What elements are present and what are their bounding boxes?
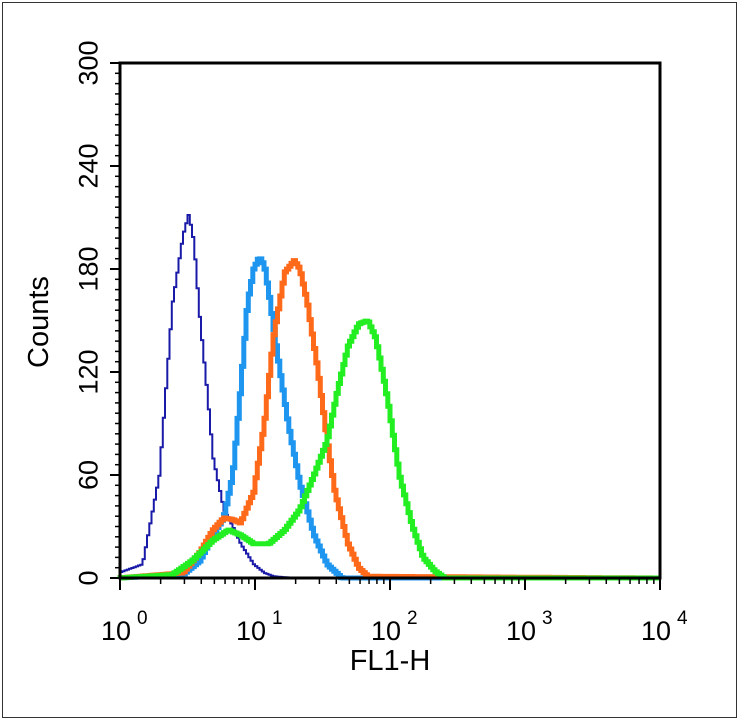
y-tick-label: 0: [73, 570, 103, 585]
x-axis: 10 0 10 1 10 2 10 3 10 4: [101, 578, 688, 646]
y-tick-label: 180: [73, 246, 103, 291]
x-tick-label-base: 10: [506, 616, 536, 646]
x-tick-label-base: 10: [236, 616, 266, 646]
series-layer: [117, 214, 660, 581]
x-tick-label-base: 10: [371, 616, 401, 646]
y-axis: 0 60 120 180 240 300: [73, 40, 120, 586]
x-tick-label-base: 10: [641, 616, 671, 646]
y-tick-label: 240: [73, 143, 103, 188]
y-tick-label: 60: [73, 460, 103, 490]
x-axis-title: FL1-H: [350, 645, 431, 677]
x-tick-label-base: 10: [101, 616, 131, 646]
y-tick-label: 120: [73, 349, 103, 394]
x-tick-label-exponent: 0: [137, 608, 148, 629]
y-tick-label: 300: [73, 40, 103, 85]
x-tick-label-exponent: 4: [677, 608, 688, 629]
series-line-4: [117, 318, 660, 581]
x-tick-label-exponent: 3: [542, 608, 553, 629]
y-axis-title: Counts: [23, 276, 55, 368]
x-tick-label-exponent: 1: [272, 608, 283, 629]
x-tick-label-exponent: 2: [407, 608, 418, 629]
